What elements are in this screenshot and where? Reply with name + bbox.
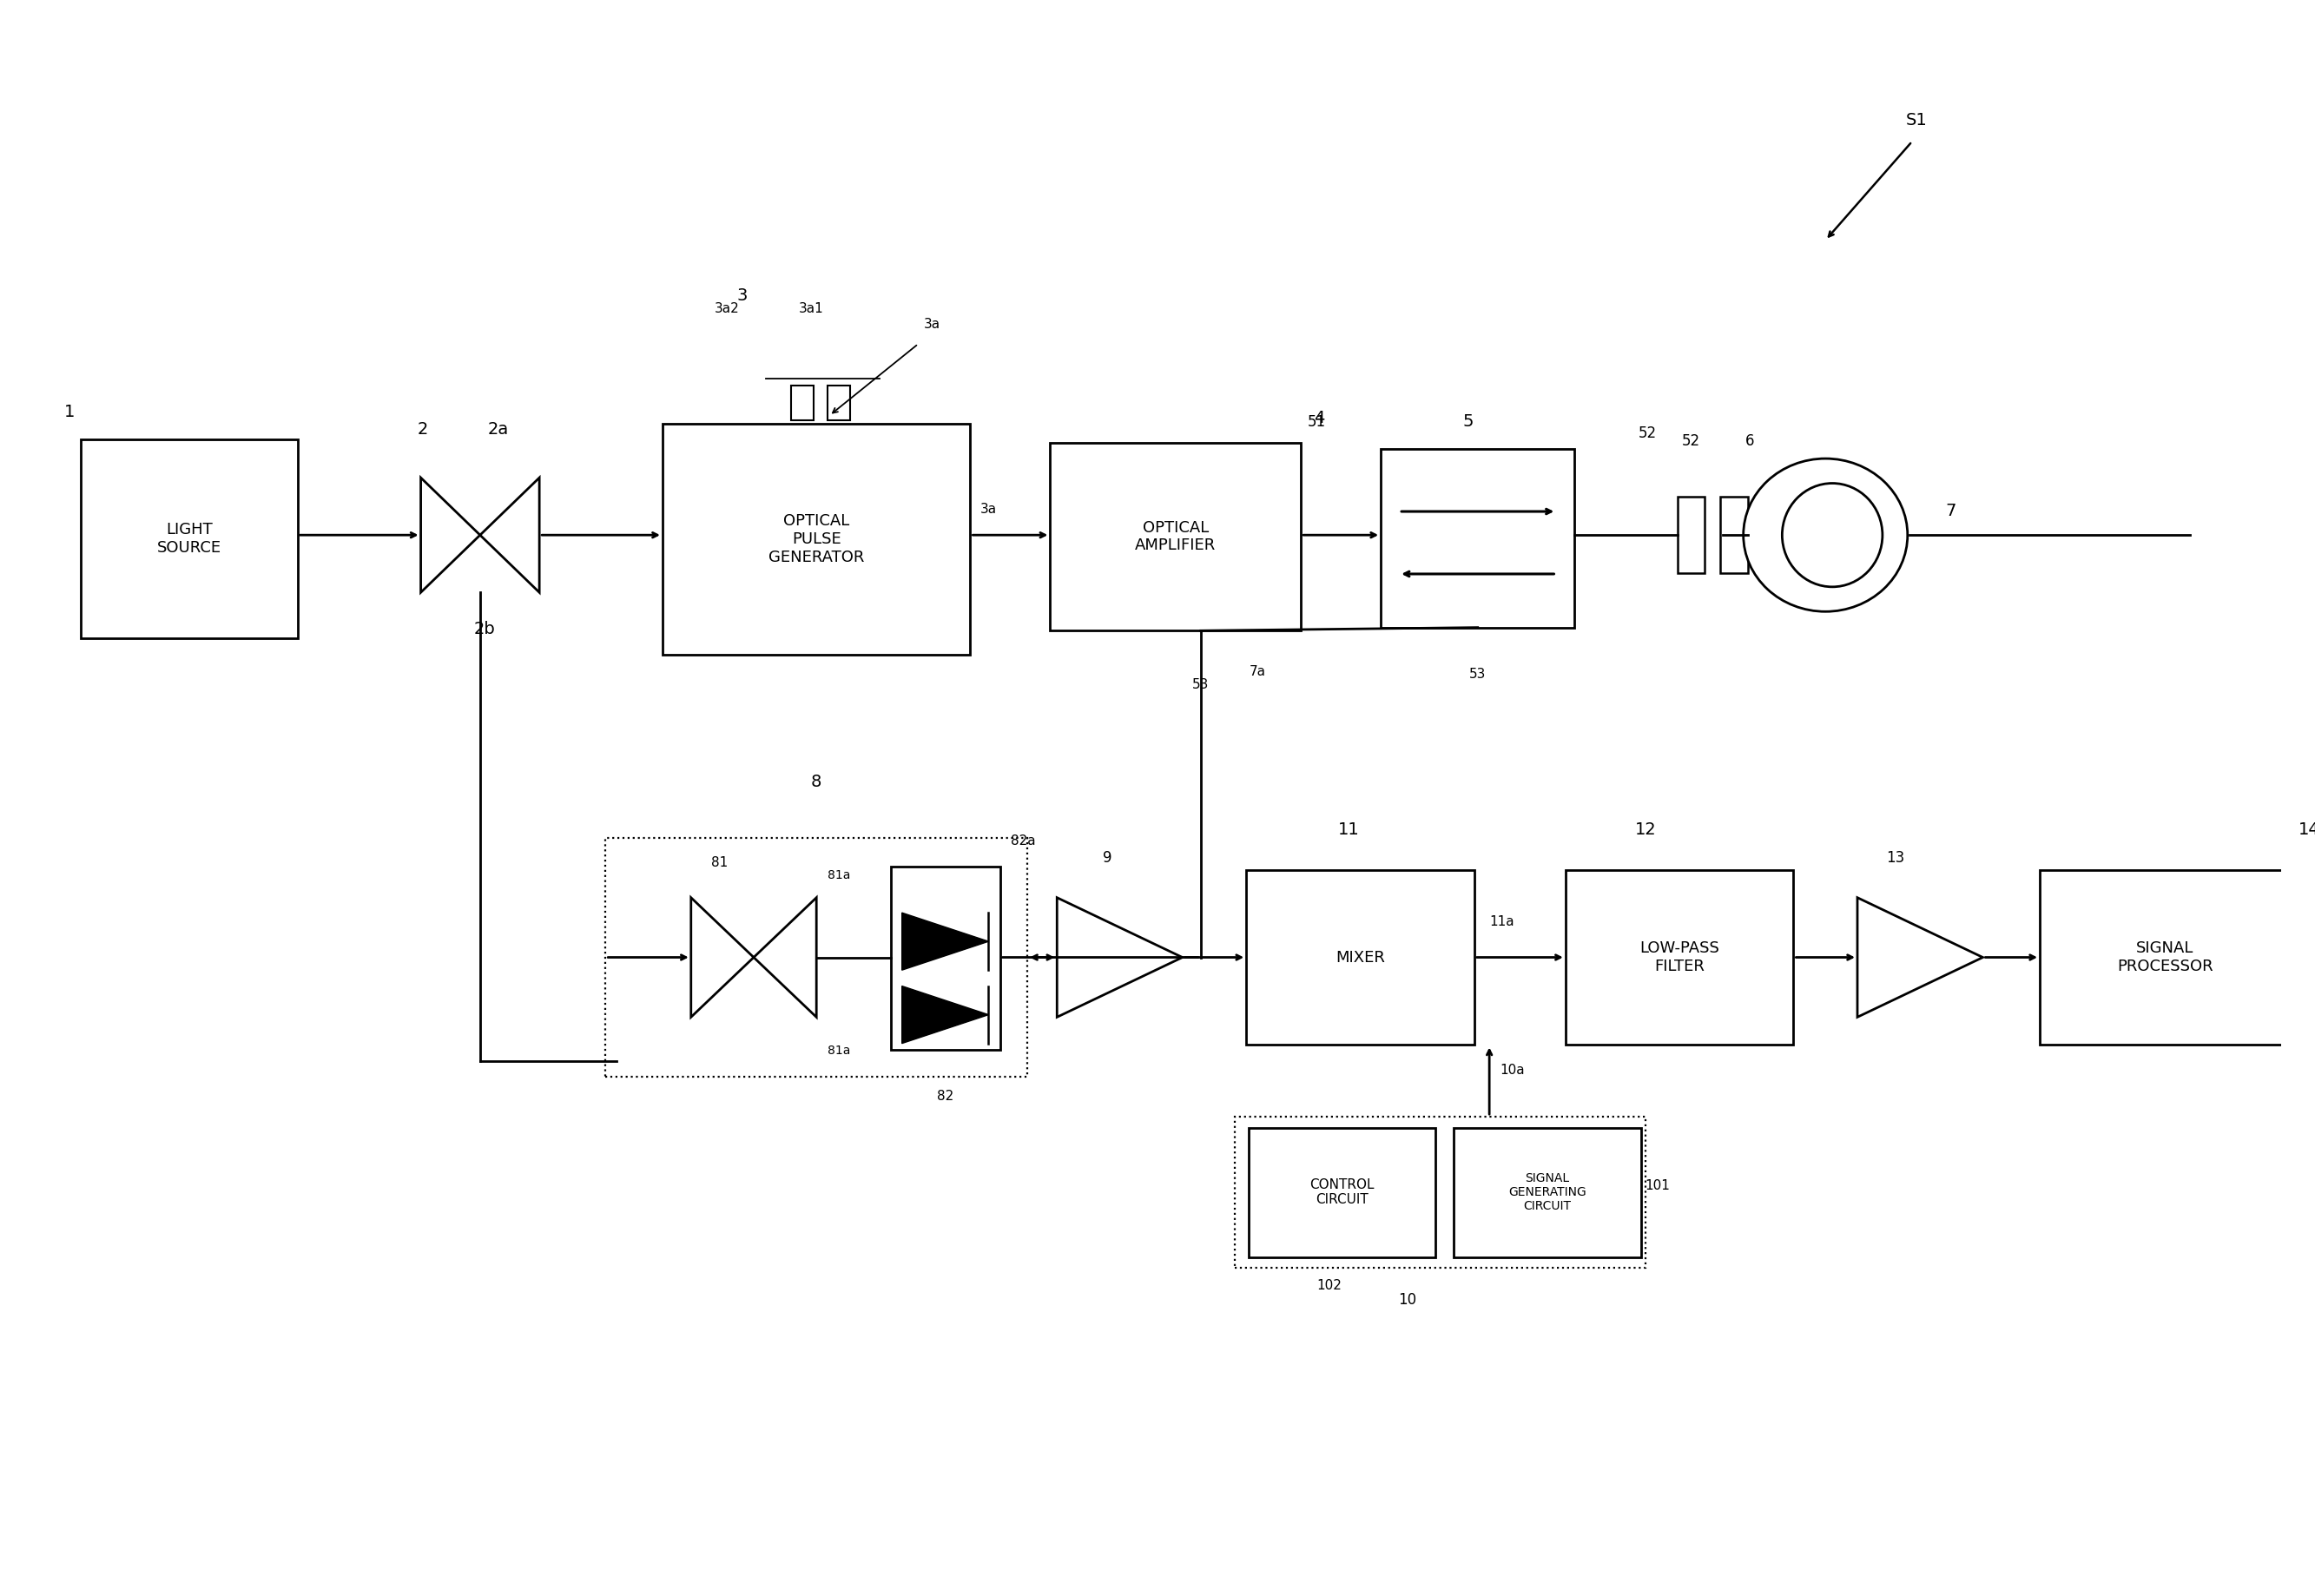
Text: OPTICAL
PULSE
GENERATOR: OPTICAL PULSE GENERATOR: [769, 514, 863, 565]
Text: SIGNAL
PROCESSOR: SIGNAL PROCESSOR: [2118, 940, 2213, 974]
Text: 5: 5: [1463, 413, 1472, 429]
Ellipse shape: [1743, 458, 1908, 611]
Text: 12: 12: [1634, 822, 1655, 838]
Polygon shape: [903, 986, 989, 1044]
Bar: [1565, 870, 1794, 1045]
Text: LOW-PASS
FILTER: LOW-PASS FILTER: [1639, 940, 1720, 974]
Text: MIXER: MIXER: [1336, 950, 1384, 966]
Text: 53: 53: [1470, 667, 1486, 680]
Text: 102: 102: [1317, 1278, 1343, 1293]
Bar: [1678, 496, 1704, 573]
Ellipse shape: [1783, 484, 1882, 587]
Text: 2: 2: [417, 421, 428, 437]
Text: 9: 9: [1102, 851, 1111, 865]
Text: 53: 53: [1192, 678, 1208, 691]
Text: 52: 52: [1639, 426, 1658, 440]
Text: 81a: 81a: [829, 870, 850, 881]
Bar: [1380, 448, 1574, 627]
Text: 10: 10: [1398, 1293, 1417, 1309]
Polygon shape: [1058, 897, 1183, 1017]
Text: 3a1: 3a1: [799, 302, 824, 314]
Bar: [662, 423, 970, 654]
Text: 6: 6: [1746, 434, 1755, 448]
Polygon shape: [690, 897, 755, 1017]
Polygon shape: [479, 477, 539, 592]
Text: 7a: 7a: [1250, 666, 1266, 678]
Text: 1: 1: [65, 404, 74, 420]
Bar: [1245, 870, 1475, 1045]
Text: 81: 81: [711, 855, 727, 868]
Text: OPTICAL
AMPLIFIER: OPTICAL AMPLIFIER: [1134, 520, 1215, 554]
Text: 7: 7: [1945, 503, 1956, 519]
Text: 8: 8: [810, 774, 822, 790]
Text: 82: 82: [938, 1090, 954, 1103]
Text: CONTROL
CIRCUIT: CONTROL CIRCUIT: [1310, 1178, 1375, 1207]
Text: 2a: 2a: [488, 421, 509, 437]
Text: 3: 3: [736, 287, 748, 303]
Bar: [891, 867, 1000, 1050]
Text: 2b: 2b: [475, 621, 495, 637]
Polygon shape: [1857, 897, 1984, 1017]
Text: 11a: 11a: [1489, 916, 1514, 929]
Text: 10a: 10a: [1500, 1065, 1526, 1077]
Text: 14: 14: [2299, 822, 2315, 838]
Text: 3a2: 3a2: [715, 302, 738, 314]
Text: LIGHT
SOURCE: LIGHT SOURCE: [157, 522, 222, 555]
Text: 101: 101: [1646, 1179, 1671, 1192]
Bar: [2040, 870, 2290, 1045]
Bar: [607, 838, 1028, 1077]
Bar: [81, 439, 299, 638]
Text: 3a: 3a: [979, 503, 998, 516]
Bar: [792, 385, 813, 420]
Text: 11: 11: [1338, 822, 1359, 838]
Text: 13: 13: [1887, 851, 1905, 865]
Bar: [1051, 442, 1301, 630]
Text: 4: 4: [1315, 410, 1324, 426]
Polygon shape: [755, 897, 817, 1017]
Text: 52: 52: [1681, 434, 1699, 448]
Polygon shape: [421, 477, 479, 592]
Bar: [1454, 1128, 1641, 1258]
Bar: [1248, 1128, 1435, 1258]
Text: 81a: 81a: [829, 1045, 850, 1057]
Text: SIGNAL
GENERATING
CIRCUIT: SIGNAL GENERATING CIRCUIT: [1509, 1173, 1586, 1213]
Bar: [826, 385, 850, 420]
Bar: [1234, 1117, 1646, 1269]
Polygon shape: [903, 913, 989, 970]
Text: S1: S1: [1905, 112, 1928, 129]
Text: 3a: 3a: [924, 318, 940, 330]
Text: 82a: 82a: [1009, 835, 1035, 847]
Bar: [1720, 496, 1748, 573]
Text: 51: 51: [1308, 415, 1326, 429]
